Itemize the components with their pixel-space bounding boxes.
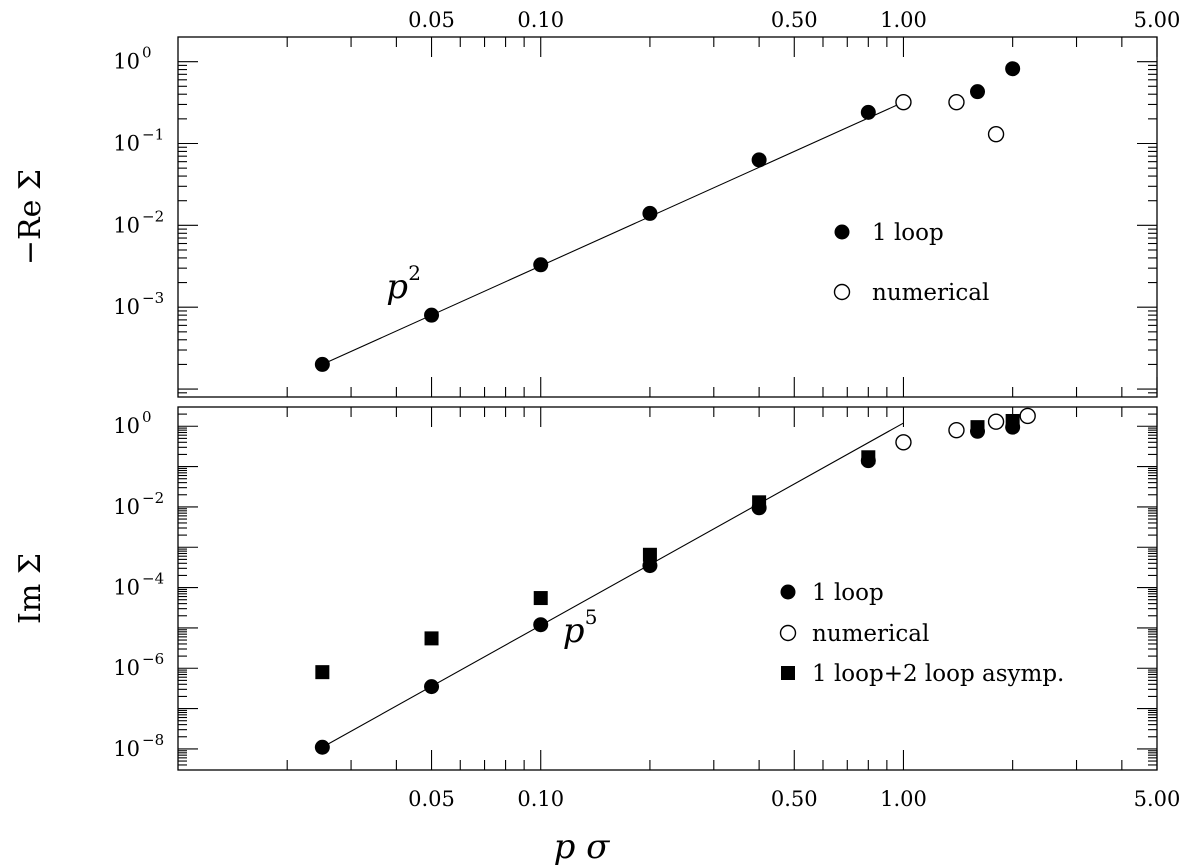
top-point-1-loop (970, 84, 986, 100)
top-point-1-loop (533, 257, 549, 273)
top-power-law-annotation: p (386, 267, 408, 307)
bottom-legend-marker-2-loop-asymp (781, 666, 795, 680)
bottom-point-2-loop-asymp (424, 631, 439, 646)
bottom-power-law-annotation: p (563, 611, 585, 651)
bottom-power-law-fit-line (322, 422, 904, 748)
bottom-power-law-annotation-exponent: 5 (585, 605, 598, 629)
top-y-axis-label: −Re Σ (13, 169, 48, 265)
top-point-1-loop (1005, 61, 1021, 77)
bottom-y-tick-label: 10 (113, 656, 140, 680)
bottom-point-1-loop (424, 679, 440, 695)
top-y-tick-label-exponent: −3 (142, 289, 164, 307)
top-point-1-loop (642, 205, 658, 221)
top-y-tick-label-exponent: 0 (142, 44, 152, 62)
bottom-point-numerical (1019, 407, 1036, 425)
top-x-tick-label: 0.50 (771, 8, 818, 32)
bottom-point-2-loop-asymp (315, 665, 330, 680)
bottom-point-2-loop-asymp (752, 495, 767, 510)
bottom-y-tick-label: 10 (113, 576, 140, 600)
bottom-point-numerical (987, 413, 1005, 430)
bottom-point-numerical (895, 434, 912, 451)
bottom-point-2-loop-asymp (1005, 413, 1020, 428)
top-y-tick-label: 10 (113, 50, 140, 74)
top-point-numerical (948, 93, 965, 111)
bottom-point-numerical (948, 421, 965, 439)
bottom-y-tick-label: 10 (113, 495, 140, 519)
top-y-tick-label: 10 (113, 131, 140, 155)
top-point-1-loop (424, 307, 440, 323)
top-point-1-loop (314, 356, 330, 372)
top-y-tick-label-exponent: −1 (142, 125, 164, 143)
bottom-point-1-loop (642, 558, 658, 574)
bottom-x-tick-label: 0.50 (771, 787, 818, 811)
bottom-y-tick-label-exponent: −2 (142, 489, 164, 507)
top-point-1-loop (751, 152, 767, 168)
bottom-legend-marker-numerical (779, 624, 797, 642)
top-x-tick-label: 5.00 (1134, 8, 1181, 32)
top-point-1-loop (860, 104, 876, 120)
top-x-tick-label: 1.00 (880, 8, 927, 32)
bottom-point-2-loop-asymp (861, 450, 876, 465)
bottom-y-tick-label-exponent: −8 (142, 731, 164, 749)
bottom-y-tick-label-exponent: −4 (142, 570, 164, 588)
top-power-law-annotation-exponent: 2 (408, 261, 421, 285)
bottom-point-2-loop-asymp (642, 547, 657, 562)
bottom-y-axis-label: Im Σ (13, 553, 48, 624)
bottom-x-tick-label: 0.10 (517, 787, 564, 811)
bottom-point-1-loop (533, 617, 549, 633)
bottom-legend-label: 1 loop (812, 580, 884, 606)
top-y-tick-label: 10 (113, 295, 140, 319)
bottom-y-tick-label-exponent: 0 (142, 408, 152, 426)
bottom-point-2-loop-asymp (533, 591, 548, 606)
bottom-point-2-loop-asymp (970, 420, 985, 435)
top-x-tick-label: 0.05 (408, 8, 455, 32)
top-y-tick-label: 10 (113, 213, 140, 237)
bottom-legend-marker-1-loop (780, 584, 796, 600)
bottom-y-tick-label-exponent: −6 (142, 650, 164, 668)
top-legend-label: numerical (872, 280, 989, 306)
top-legend-marker-numerical (833, 283, 851, 301)
bottom-legend-label: numerical (812, 621, 929, 647)
bottom-plot-frame (177, 406, 1158, 771)
top-legend-marker-1-loop (834, 224, 850, 240)
top-point-numerical (987, 125, 1005, 143)
top-power-law-fit-line (322, 101, 904, 365)
top-legend-label: 1 loop (872, 220, 944, 246)
bottom-point-1-loop (314, 739, 330, 755)
top-plot-frame (177, 36, 1158, 398)
bottom-x-tick-label: 5.00 (1134, 787, 1181, 811)
top-x-tick-label: 0.10 (517, 8, 564, 32)
top-y-tick-label-exponent: −2 (142, 207, 164, 225)
bottom-y-tick-label: 10 (113, 414, 140, 438)
bottom-x-tick-label: 0.05 (408, 787, 455, 811)
bottom-y-tick-label: 10 (113, 737, 140, 761)
bottom-x-tick-label: 1.00 (880, 787, 927, 811)
bottom-legend-label: 1 loop+2 loop asymp. (812, 661, 1064, 687)
x-axis-label: p σ (554, 827, 611, 866)
top-point-numerical (895, 93, 912, 111)
